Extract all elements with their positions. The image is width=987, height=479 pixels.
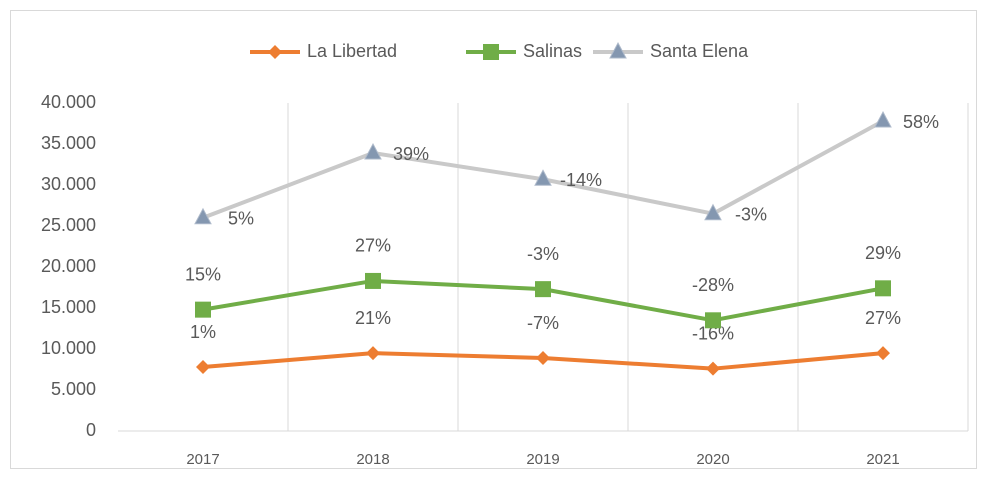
point-label: -3% — [527, 244, 559, 264]
chart-frame — [10, 10, 977, 469]
marker — [196, 360, 210, 375]
point-label: 29% — [865, 243, 901, 263]
x-tick-label: 2020 — [696, 451, 729, 468]
marker — [534, 169, 552, 186]
y-tick-label: 15.000 — [41, 297, 96, 317]
marker — [364, 142, 382, 160]
point-label: -7% — [527, 313, 559, 333]
y-tick-label: 5.000 — [51, 379, 96, 399]
y-tick-label: 20.000 — [41, 256, 96, 276]
point-label: -3% — [735, 204, 767, 224]
y-tick-label: 35.000 — [41, 133, 96, 153]
point-label: 5% — [228, 209, 254, 229]
point-label: -28% — [692, 275, 734, 295]
point-label: 58% — [903, 112, 939, 132]
point-label: 27% — [355, 236, 391, 256]
marker — [876, 346, 890, 361]
point-label: 15% — [185, 264, 221, 284]
marker — [705, 312, 721, 329]
marker — [483, 44, 499, 60]
legend-label: La Libertad — [307, 41, 397, 61]
point-label: 21% — [355, 308, 391, 328]
marker — [609, 41, 627, 59]
x-tick-label: 2019 — [526, 451, 559, 468]
y-tick-label: 25.000 — [41, 215, 96, 235]
marker — [365, 272, 381, 289]
marker — [536, 351, 550, 366]
marker — [706, 361, 720, 376]
y-tick-label: 30.000 — [41, 174, 96, 194]
marker — [704, 203, 722, 221]
marker — [874, 110, 892, 128]
x-tick-label: 2017 — [186, 451, 219, 468]
y-tick-label: 40.000 — [41, 92, 96, 112]
marker — [535, 281, 551, 298]
y-tick-label: 0 — [86, 420, 96, 440]
marker — [195, 301, 211, 318]
marker — [268, 45, 282, 59]
point-label: -16% — [692, 323, 734, 343]
point-label: 27% — [865, 308, 901, 328]
x-tick-label: 2018 — [356, 451, 389, 468]
marker — [366, 346, 380, 361]
marker — [194, 207, 212, 225]
x-tick-label: 2021 — [866, 451, 899, 468]
legend-label: Santa Elena — [650, 41, 749, 61]
point-label: -14% — [560, 170, 602, 190]
marker — [875, 280, 891, 297]
legend-label: Salinas — [523, 41, 582, 61]
point-label: 39% — [393, 144, 429, 164]
point-label: 1% — [190, 322, 216, 342]
y-tick-label: 10.000 — [41, 338, 96, 358]
